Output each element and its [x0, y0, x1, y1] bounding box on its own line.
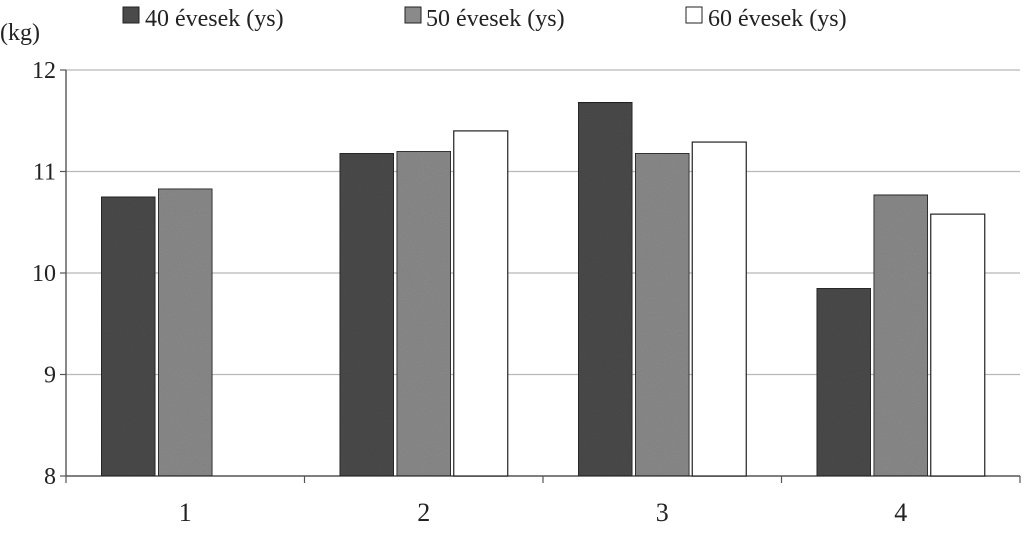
- bar-series1-cat2: [339, 152, 395, 477]
- bar-series1-cat4: [816, 287, 872, 477]
- legend-label-50: 50 évesek (ys): [426, 6, 565, 32]
- legend-swatch-50: [404, 6, 422, 24]
- y-tick-label: 10: [32, 261, 56, 287]
- y-tick-label: 8: [44, 464, 56, 490]
- bar-series3-cat3: [691, 141, 747, 477]
- legend-label-60: 60 évesek (ys): [708, 6, 847, 32]
- bar-series2-cat1: [157, 188, 213, 477]
- bar-series1-cat1: [100, 196, 156, 477]
- bar-series2-cat3: [634, 152, 690, 477]
- bar-series3-cat2: [453, 130, 509, 477]
- legend-label-40: 40 évesek (ys): [145, 6, 284, 32]
- bar-series1-cat3: [577, 101, 633, 477]
- y-axis-unit-label: (kg): [0, 20, 40, 46]
- legend: 40 évesek (ys) 50 évesek (ys) 60 évesek …: [122, 6, 847, 32]
- y-tick-label: 11: [33, 160, 56, 186]
- bar-series3-cat4: [930, 213, 986, 477]
- bar-series2-cat4: [873, 194, 929, 477]
- x-tick-label: 2: [417, 498, 430, 527]
- x-tick-label: 3: [656, 498, 669, 527]
- legend-swatch-60: [685, 6, 703, 24]
- x-tick-label: 4: [894, 498, 907, 527]
- y-tick-label: 12: [32, 58, 56, 84]
- legend-swatch-40: [122, 6, 140, 24]
- y-tick-label: 9: [44, 363, 56, 389]
- bar-series2-cat2: [396, 150, 452, 477]
- x-tick-label: 1: [179, 498, 192, 527]
